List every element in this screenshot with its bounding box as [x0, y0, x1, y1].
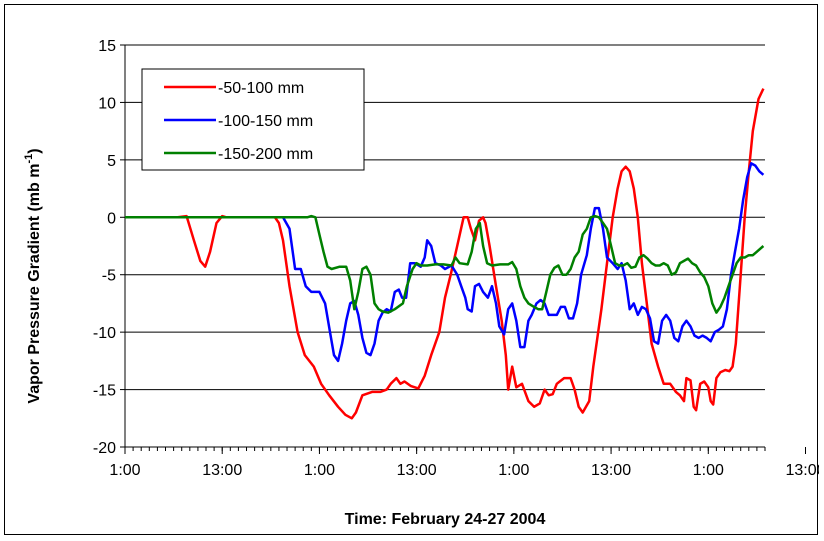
chart-area: -20 -15 -10 -5 0 5 10 15 1:00 13:00 1:00 13:00 1:00 1…	[4, 4, 824, 535]
y-tick-label: -20	[93, 440, 116, 457]
x-axis-title: Time: February 24-27 2004	[345, 511, 546, 528]
legend-label-series-1: -50-100 mm	[218, 80, 304, 97]
line-chart: -20 -15 -10 -5 0 5 10 15 1:00 13:00 1:00 13:00 1:00 1…	[23, 38, 824, 528]
x-tick-label: 13:00	[785, 462, 819, 479]
y-tick-label: 15	[98, 38, 116, 55]
axes: -20 -15 -10 -5 0 5 10 15 1:00 13:00 1:00 13:00 1:00 1…	[93, 38, 824, 479]
series-line-1	[125, 88, 765, 420]
y-axis-title: Vapor Pressure Gradient (mb m-1)	[23, 148, 43, 403]
x-tick-label: 13:00	[202, 462, 242, 479]
x-tick-label: 1:00	[498, 462, 529, 479]
x-tick-label: 13:00	[591, 462, 631, 479]
legend: -50-100 mm -100-150 mm -150-200 mm	[141, 68, 365, 171]
x-tick-label: 1:00	[304, 462, 335, 479]
series-line-3	[125, 214, 765, 314]
y-tick-label: 0	[107, 210, 116, 227]
y-tick-label: -10	[93, 325, 116, 342]
y-axis-title-main: Vapor Pressure Gradient (mb m	[26, 164, 43, 404]
series-line-2	[125, 162, 765, 363]
x-tick-label: 1:00	[693, 462, 724, 479]
y-axis-title-close: )	[26, 148, 43, 153]
y-tick-label: -15	[93, 383, 116, 400]
y-tick-label: -5	[102, 268, 116, 285]
legend-label-series-2: -100-150 mm	[218, 113, 313, 130]
legend-label-series-3: -150-200 mm	[218, 146, 313, 163]
x-tick-label: 1:00	[109, 462, 140, 479]
y-tick-label: 5	[107, 153, 116, 170]
series-lines	[125, 88, 765, 420]
y-tick-label: 10	[98, 95, 116, 112]
x-tick-label: 13:00	[397, 462, 437, 479]
y-axis-title-superscript: -1	[23, 154, 35, 164]
